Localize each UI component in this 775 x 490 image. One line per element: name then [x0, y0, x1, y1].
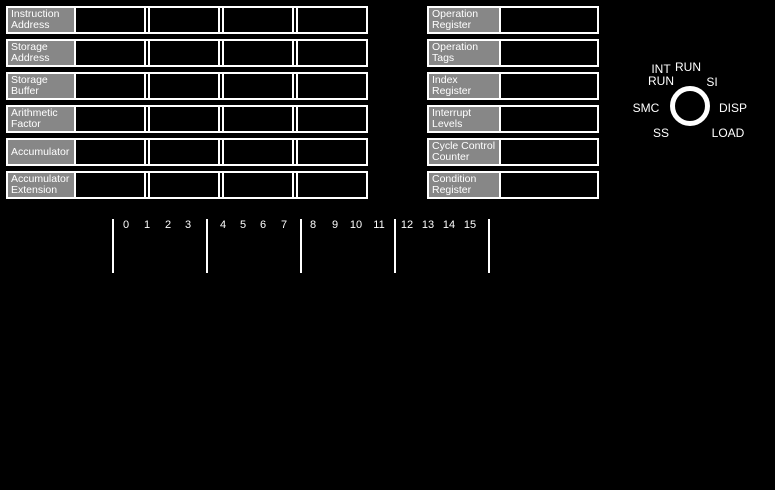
lamp-group: [222, 41, 294, 65]
dial-label-int-run: INT RUN: [648, 62, 674, 88]
register-label: Storage Address: [8, 41, 74, 65]
lamp-groups: [74, 41, 366, 65]
ruler-tick: [112, 219, 114, 273]
lamp-group: [222, 140, 294, 164]
bit-number: 13: [421, 219, 435, 231]
bit-number: 5: [239, 219, 247, 231]
bit-number: 1: [143, 219, 151, 231]
lamp-group: [296, 140, 366, 164]
register-row-operation-tags: Operation Tags: [427, 39, 599, 67]
lamp-group: [222, 74, 294, 98]
lamp-group: [148, 140, 220, 164]
lamp-group: [296, 107, 366, 131]
bit-number: 10: [349, 219, 363, 231]
dial-label-run: RUN: [675, 60, 701, 74]
register-label: Operation Tags: [429, 41, 499, 65]
register-row-operation-register: Operation Register: [427, 6, 599, 34]
bit-number: 15: [463, 219, 477, 231]
dial-label-smc: SMC: [632, 101, 660, 115]
lamp-group: [296, 74, 366, 98]
lamp-group: [296, 173, 366, 197]
bit-number: 8: [309, 219, 317, 231]
register-row-arithmetic-factor: Arithmetic Factor: [6, 105, 368, 133]
lamp-group: [222, 107, 294, 131]
lamp-groups: [74, 173, 366, 197]
register-row-interrupt-levels: Interrupt Levels: [427, 105, 599, 133]
lamp-group: [222, 8, 294, 32]
lamp-group: [148, 8, 220, 32]
dial-label-ss: SS: [652, 126, 670, 140]
register-row-condition-register: Condition Register: [427, 171, 599, 199]
bit-number: 4: [219, 219, 227, 231]
ruler-tick: [300, 219, 302, 273]
lamp-group: [148, 74, 220, 98]
lamp-group: [148, 41, 220, 65]
lamp-field: [499, 41, 597, 65]
register-label: Operation Register: [429, 8, 499, 32]
register-label: Condition Register: [429, 173, 499, 197]
lamp-groups: [74, 74, 366, 98]
bit-number: 2: [164, 219, 172, 231]
bit-number: 14: [442, 219, 456, 231]
lamp-group: [148, 107, 220, 131]
dial-label-si: SI: [706, 75, 718, 89]
mode-dial-knob-icon[interactable]: [670, 86, 710, 126]
register-row-instruction-address: Instruction Address: [6, 6, 368, 34]
lamp-group: [74, 41, 146, 65]
lamp-field: [499, 107, 597, 131]
lamp-group: [74, 140, 146, 164]
lamp-group: [74, 74, 146, 98]
register-label: Instruction Address: [8, 8, 74, 32]
lamp-group: [74, 173, 146, 197]
bit-number: 9: [331, 219, 339, 231]
register-row-accumulator: Accumulator: [6, 138, 368, 166]
register-row-storage-buffer: Storage Buffer: [6, 72, 368, 100]
register-row-storage-address: Storage Address: [6, 39, 368, 67]
ruler-tick: [394, 219, 396, 273]
bit-ruler: 0 1 2 3 4 5 6 7 8 9 10 11 12 13 14 15: [0, 219, 775, 275]
lamp-groups: [74, 107, 366, 131]
register-label: Accumulator: [8, 140, 74, 164]
register-label: Storage Buffer: [8, 74, 74, 98]
ruler-tick: [488, 219, 490, 273]
register-label: Index Register: [429, 74, 499, 98]
bit-number: 12: [400, 219, 414, 231]
register-row-index-register: Index Register: [427, 72, 599, 100]
dial-label-load: LOAD: [711, 126, 745, 140]
dial-label-disp: DISP: [718, 101, 748, 115]
bit-number: 11: [373, 219, 385, 231]
lamp-field: [499, 140, 597, 164]
lamp-group: [148, 173, 220, 197]
lamp-group: [296, 41, 366, 65]
register-row-cycle-control-counter: Cycle Control Counter: [427, 138, 599, 166]
ruler-tick: [206, 219, 208, 273]
lamp-group: [222, 173, 294, 197]
lamp-group: [296, 8, 366, 32]
lamp-group: [74, 107, 146, 131]
lamp-field: [499, 74, 597, 98]
lamp-groups: [74, 140, 366, 164]
bit-number: 3: [184, 219, 192, 231]
register-row-accumulator-extension: Accumulator Extension: [6, 171, 368, 199]
register-label: Cycle Control Counter: [429, 140, 499, 164]
lamp-field: [499, 173, 597, 197]
bit-number: 7: [280, 219, 288, 231]
lamp-field: [499, 8, 597, 32]
lamp-groups: [74, 8, 366, 32]
mode-dial: INT RUN RUN SI DISP LOAD SS SMC: [620, 55, 775, 150]
bit-number: 6: [259, 219, 267, 231]
register-label: Interrupt Levels: [429, 107, 499, 131]
lamp-group: [74, 8, 146, 32]
bit-number: 0: [122, 219, 130, 231]
register-label: Arithmetic Factor: [8, 107, 74, 131]
register-label: Accumulator Extension: [8, 173, 74, 197]
